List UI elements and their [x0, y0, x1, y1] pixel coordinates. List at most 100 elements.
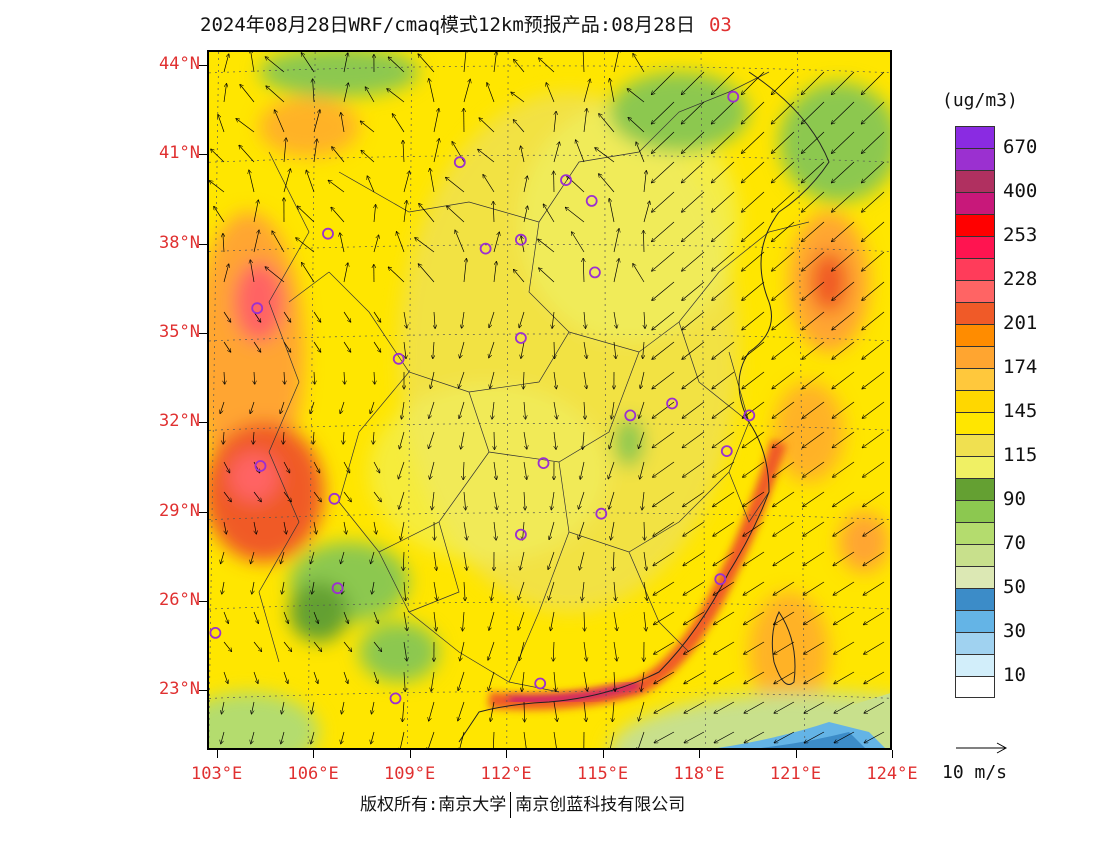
wind-vector — [772, 281, 795, 300]
wind-vector — [253, 230, 259, 253]
wind-vector — [684, 641, 705, 654]
wind-vector — [343, 611, 348, 623]
wind-vector — [683, 431, 705, 448]
wind-vector — [487, 83, 495, 103]
wind-vector — [802, 371, 825, 389]
wind-vector — [644, 611, 646, 631]
taiwan-outline — [771, 611, 796, 685]
wind-vector — [401, 521, 405, 540]
wind-vector — [862, 131, 885, 153]
wind-vector — [614, 341, 616, 358]
station-marker — [585, 194, 598, 207]
wind-vector — [489, 341, 495, 358]
wind-vector — [684, 731, 705, 743]
longitude-gridline — [604, 52, 607, 748]
station-marker — [479, 242, 492, 255]
wind-vector — [458, 671, 465, 690]
wind-vector — [446, 177, 465, 193]
wind-vector — [862, 281, 885, 300]
wind-vector — [551, 491, 555, 510]
wind-vector — [328, 180, 345, 193]
wind-vector — [567, 176, 585, 193]
longitude-tick — [506, 750, 508, 758]
wind-vector — [239, 145, 255, 163]
legend-label: 30 — [1003, 620, 1026, 642]
latitude-gridline — [209, 422, 890, 431]
wind-vector — [214, 207, 225, 223]
wind-vector — [683, 521, 705, 536]
legend-swatch — [955, 412, 995, 434]
wind-vector — [524, 401, 526, 419]
wind-vector — [429, 401, 435, 418]
wind-vector — [283, 641, 292, 651]
wind-vector — [344, 371, 345, 384]
legend-label: 400 — [1003, 180, 1038, 202]
wind-vector — [250, 260, 255, 283]
wind-vector — [254, 521, 256, 534]
wind-vector — [250, 401, 255, 413]
wind-vector — [464, 581, 465, 601]
wind-vector — [371, 731, 375, 744]
wind-vector — [311, 731, 315, 744]
wind-vector — [283, 138, 286, 163]
wind-vector — [483, 175, 495, 193]
wind-vector — [683, 491, 705, 507]
wind-vector — [712, 371, 735, 389]
wind-vector — [222, 701, 225, 714]
wind-vector — [463, 551, 467, 570]
longitude-tick — [216, 750, 218, 758]
wind-vector — [613, 259, 619, 283]
wind-vector — [404, 581, 406, 601]
wind-vector — [773, 431, 795, 448]
wind-vector — [551, 611, 555, 631]
wind-vector — [863, 491, 885, 507]
wind-vector — [832, 191, 855, 212]
wind-vector — [523, 431, 527, 449]
wind-vector — [576, 140, 585, 163]
wind-vector — [804, 641, 825, 654]
wind-vector — [644, 311, 645, 328]
wind-vector — [583, 371, 587, 389]
wind-vector — [523, 731, 527, 748]
wind-vector — [652, 221, 675, 242]
wind-vector — [802, 101, 825, 124]
wind-vector — [312, 581, 314, 594]
wind-vector — [223, 491, 231, 502]
wind-vector — [682, 191, 705, 212]
wind-vector — [522, 671, 525, 691]
longitude-label: 103°E — [191, 764, 243, 784]
wind-vector — [282, 581, 284, 594]
wind-vector — [833, 461, 855, 477]
wind-vector — [609, 199, 615, 223]
wind-vector — [834, 611, 855, 625]
wind-vector — [613, 52, 619, 73]
wind-vector — [464, 491, 466, 510]
wind-vector — [224, 521, 226, 534]
wind-vector — [519, 641, 525, 661]
wind-vector — [639, 431, 645, 448]
wind-vector — [434, 311, 435, 328]
wind-vector — [370, 401, 375, 413]
wind-vector — [463, 259, 466, 283]
wind-vector — [712, 221, 735, 242]
wind-vector — [403, 201, 407, 223]
wind-vector — [744, 731, 765, 743]
latitude-label: 44°N — [159, 53, 200, 74]
wind-vector — [251, 551, 255, 564]
wind-vector — [652, 161, 675, 183]
wind-vector — [832, 341, 855, 359]
wind-vector — [833, 551, 855, 566]
wind-vector — [404, 341, 406, 358]
wind-vector — [772, 401, 795, 418]
wind-vector — [463, 521, 467, 540]
wind-vector — [627, 89, 645, 103]
legend-swatch — [955, 478, 995, 500]
wind-vector — [240, 85, 255, 103]
wind-vector — [521, 341, 525, 358]
wind-vector — [742, 341, 765, 359]
wind-vector — [612, 701, 614, 722]
wind-vector — [418, 54, 435, 73]
copyright-company: 南京创蓝科技有限公司 — [515, 795, 686, 815]
wind-vector — [744, 671, 765, 684]
wind-vector — [429, 431, 435, 448]
